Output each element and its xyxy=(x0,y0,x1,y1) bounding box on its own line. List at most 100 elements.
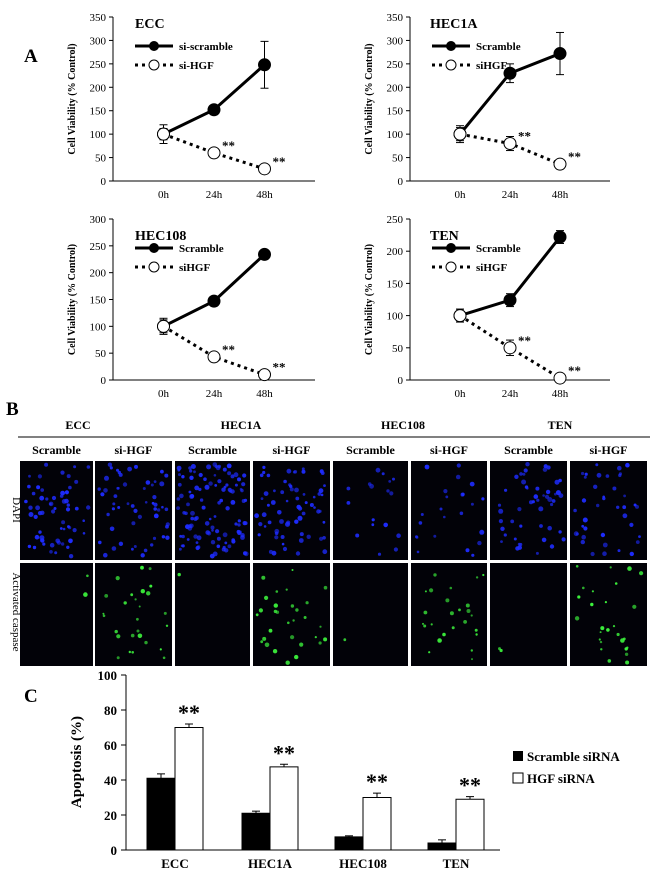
cell-dot xyxy=(367,482,372,486)
cell-dot xyxy=(590,551,595,557)
condition-header: si-HGF xyxy=(430,443,468,457)
cell-dot xyxy=(74,506,79,511)
cell-dot xyxy=(393,547,398,552)
micrograph xyxy=(333,461,408,560)
cell-dot xyxy=(551,499,556,503)
cell-dot xyxy=(102,612,105,615)
cell-dot xyxy=(573,508,577,513)
cell-dot xyxy=(524,485,529,489)
row-label-caspase: Activated caspase xyxy=(10,572,22,651)
cell-dot xyxy=(471,658,473,661)
y-tick-label: 250 xyxy=(387,214,404,226)
line-chart-hec1a: 0 50 100 150 200 250 300 350 0h 24h 48h Cell Viabil… xyxy=(364,12,610,201)
cell-dot xyxy=(177,572,181,577)
cell-dot xyxy=(181,475,185,479)
y-axis-label: Cell Viability (% Control) xyxy=(364,43,375,154)
cell-dot xyxy=(49,502,52,506)
y-tick-label: 300 xyxy=(90,35,107,47)
group-header: ECC xyxy=(65,418,90,432)
cell-dot xyxy=(262,636,267,641)
x-tick-label: 24h xyxy=(206,189,223,201)
cell-dot xyxy=(234,522,238,526)
cell-dot xyxy=(274,528,280,534)
legend-marker-filled xyxy=(149,243,159,253)
cell-dot xyxy=(295,496,300,501)
cell-dot xyxy=(133,508,138,513)
cell-dot xyxy=(514,474,519,479)
cell-dot xyxy=(86,505,91,510)
cell-dot xyxy=(179,534,183,538)
cell-dot xyxy=(151,501,155,505)
data-point xyxy=(157,127,170,141)
cell-dot xyxy=(144,501,148,504)
y-tick-label: 150 xyxy=(387,278,404,290)
data-point xyxy=(207,103,221,117)
cell-dot xyxy=(206,464,212,470)
cell-dot xyxy=(233,472,239,478)
cell-dot xyxy=(133,545,137,548)
micrograph xyxy=(20,461,93,560)
cell-dot xyxy=(470,649,473,652)
cell-dot xyxy=(189,475,194,480)
cell-dot xyxy=(60,470,65,475)
cell-dot xyxy=(609,566,612,569)
cell-dot xyxy=(389,491,394,496)
cell-dot xyxy=(100,492,105,497)
cell-dot xyxy=(583,526,588,531)
cell-dot xyxy=(208,481,213,486)
x-tick-label: ECC xyxy=(161,856,188,871)
y-tick-label: 300 xyxy=(90,214,107,226)
cell-dot xyxy=(604,601,608,604)
cell-dot xyxy=(599,640,603,644)
cell-dot xyxy=(55,538,60,544)
cell-dot xyxy=(383,522,389,528)
cell-dot xyxy=(264,595,269,601)
cell-dot xyxy=(312,495,316,499)
cell-dot xyxy=(639,571,644,576)
cell-dot xyxy=(428,651,431,654)
cell-dot xyxy=(68,526,72,530)
cell-dot xyxy=(193,470,196,474)
cell-dot xyxy=(140,553,145,558)
cell-dot xyxy=(159,481,165,487)
cell-dot xyxy=(39,495,45,501)
cell-dot xyxy=(243,521,248,526)
cell-dot xyxy=(189,469,193,473)
cell-dot xyxy=(295,551,301,556)
cell-dot xyxy=(415,535,419,539)
legend-swatch-scramble xyxy=(513,751,523,761)
cell-dot xyxy=(443,515,446,519)
significance-stars: ** xyxy=(273,360,286,375)
cell-dot xyxy=(539,524,543,528)
legend-label: si-HGF xyxy=(179,60,214,72)
cell-dot xyxy=(118,541,124,546)
significance-stars: ** xyxy=(222,138,235,153)
data-point xyxy=(503,293,517,307)
cell-dot xyxy=(598,638,601,641)
cell-dot xyxy=(138,605,141,608)
data-point xyxy=(553,47,567,61)
x-tick-label: TEN xyxy=(443,856,470,871)
cell-dot xyxy=(286,468,292,474)
cell-dot xyxy=(82,532,86,535)
microscopy-panel: ECC HEC1A HEC108 TEN Scramble si-HGF Scramble s… xyxy=(10,418,650,666)
data-point xyxy=(503,137,517,151)
y-tick-label: 0 xyxy=(398,176,404,188)
cell-dot xyxy=(230,474,235,479)
cell-dot xyxy=(593,484,598,489)
cell-dot xyxy=(596,503,600,508)
cell-dot xyxy=(463,620,467,624)
cell-dot xyxy=(207,531,212,536)
cell-dot xyxy=(178,473,181,477)
cell-dot xyxy=(51,509,56,514)
cell-dot xyxy=(616,632,620,637)
cell-dot xyxy=(227,544,232,549)
y-tick-label: 350 xyxy=(90,12,107,24)
cell-dot xyxy=(309,503,314,507)
cell-dot xyxy=(423,610,428,615)
cell-dot xyxy=(102,614,106,618)
cell-dot xyxy=(27,484,31,489)
cell-dot xyxy=(131,521,136,526)
cell-dot xyxy=(355,533,360,538)
cell-dot xyxy=(176,506,181,510)
